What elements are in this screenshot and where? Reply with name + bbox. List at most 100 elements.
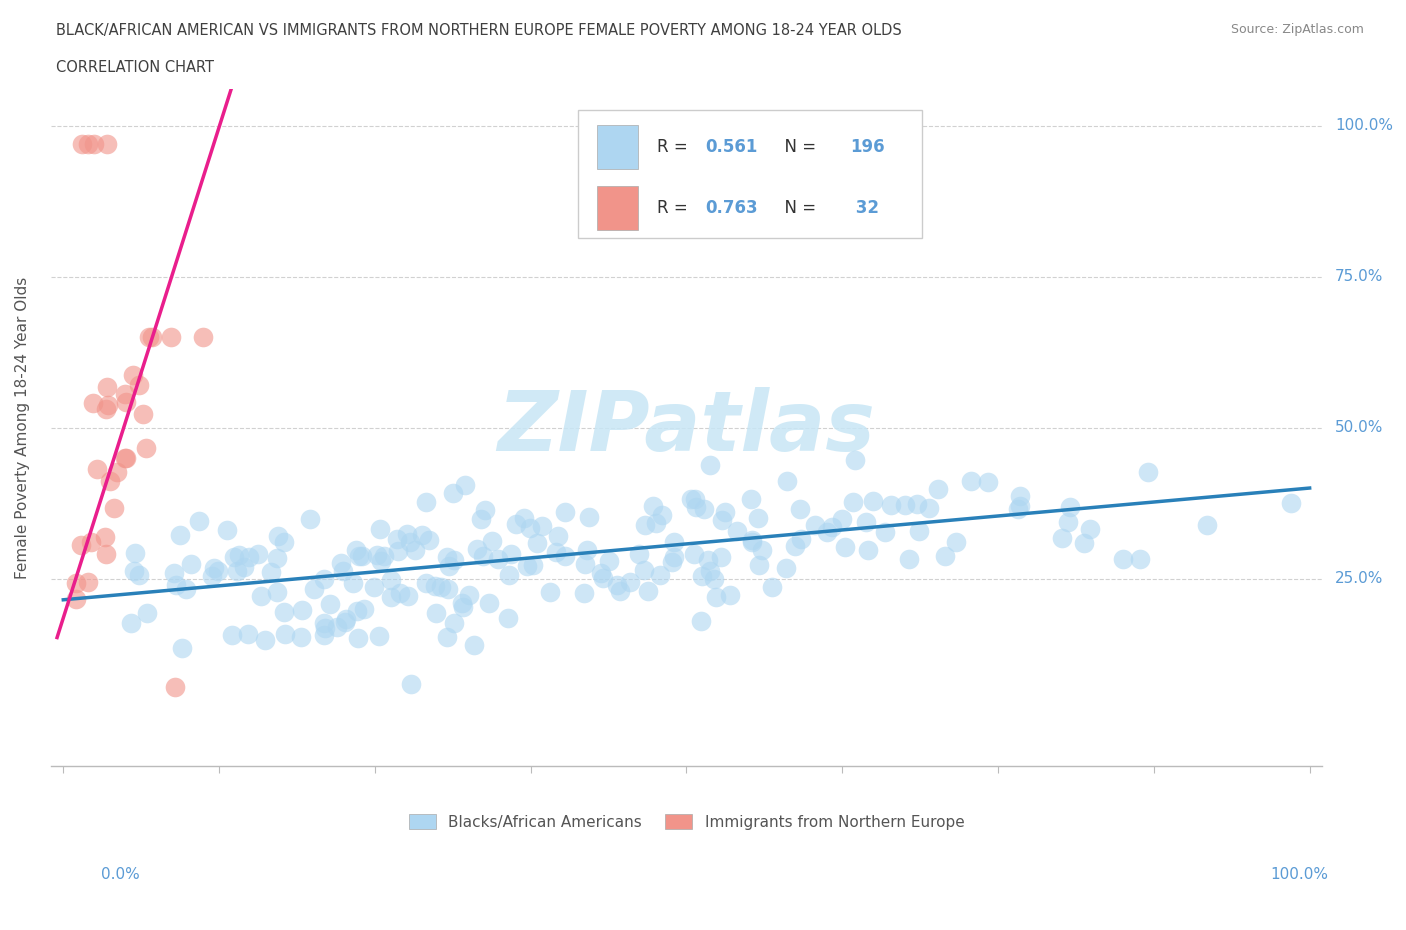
- Point: [319, 596, 342, 611]
- Point: [326, 620, 349, 635]
- Point: [363, 580, 385, 595]
- Point: [226, 564, 249, 578]
- Point: [519, 521, 541, 536]
- Point: [880, 498, 903, 512]
- Point: [513, 511, 536, 525]
- Point: [344, 542, 367, 557]
- Point: [761, 579, 783, 594]
- Point: [547, 528, 569, 543]
- Point: [1052, 531, 1074, 546]
- Point: [619, 575, 641, 590]
- Point: [804, 517, 827, 532]
- Point: [592, 571, 614, 586]
- Point: [249, 589, 271, 604]
- Point: [918, 501, 941, 516]
- Point: [380, 573, 402, 588]
- Point: [696, 552, 718, 567]
- Point: [346, 604, 368, 618]
- Point: [260, 565, 283, 579]
- Point: [451, 599, 474, 614]
- Point: [236, 627, 259, 642]
- Point: [401, 677, 423, 692]
- Point: [575, 542, 598, 557]
- Point: [221, 628, 243, 643]
- Point: [472, 548, 495, 563]
- Point: [299, 512, 322, 526]
- Text: BLACK/AFRICAN AMERICAN VS IMMIGRANTS FROM NORTHERN EUROPE FEMALE POVERTY AMONG 1: BLACK/AFRICAN AMERICAN VS IMMIGRANTS FRO…: [56, 23, 903, 38]
- Point: [135, 440, 157, 455]
- Point: [862, 494, 884, 509]
- Point: [693, 501, 716, 516]
- Point: [747, 511, 769, 525]
- Point: [740, 492, 762, 507]
- Point: [387, 544, 409, 559]
- Point: [180, 557, 202, 572]
- Point: [415, 494, 437, 509]
- Point: [690, 614, 713, 629]
- Point: [454, 478, 477, 493]
- Point: [105, 464, 128, 479]
- Text: 0.0%: 0.0%: [101, 867, 141, 882]
- Point: [114, 394, 136, 409]
- Point: [335, 612, 357, 627]
- Point: [136, 605, 159, 620]
- Point: [664, 549, 686, 564]
- Point: [94, 402, 117, 417]
- Point: [418, 532, 440, 547]
- Point: [122, 367, 145, 382]
- Point: [187, 513, 209, 528]
- Point: [703, 571, 725, 586]
- Point: [97, 397, 120, 412]
- Point: [77, 137, 100, 152]
- Point: [70, 538, 93, 552]
- Point: [718, 588, 741, 603]
- Point: [332, 564, 354, 578]
- Point: [645, 515, 668, 530]
- Text: CORRELATION CHART: CORRELATION CHART: [56, 60, 214, 75]
- Point: [163, 565, 186, 580]
- Point: [815, 525, 838, 539]
- Text: 25.0%: 25.0%: [1334, 571, 1384, 586]
- Point: [367, 628, 389, 643]
- Point: [124, 545, 146, 560]
- Point: [232, 560, 254, 575]
- Point: [927, 481, 949, 496]
- Point: [486, 551, 509, 566]
- Point: [366, 548, 388, 563]
- Point: [201, 569, 224, 584]
- Point: [898, 551, 921, 566]
- Point: [481, 533, 503, 548]
- Point: [711, 512, 734, 527]
- Point: [353, 602, 375, 617]
- Point: [855, 514, 877, 529]
- Point: [385, 531, 408, 546]
- Text: R =: R =: [657, 138, 693, 156]
- Point: [370, 553, 392, 568]
- Point: [741, 535, 763, 550]
- Point: [436, 630, 458, 644]
- Point: [411, 528, 433, 543]
- Point: [224, 550, 246, 565]
- Y-axis label: Female Poverty Among 18-24 Year Olds: Female Poverty Among 18-24 Year Olds: [15, 276, 30, 578]
- Point: [246, 547, 269, 562]
- Point: [516, 558, 538, 573]
- Point: [83, 137, 105, 152]
- Point: [685, 499, 707, 514]
- Point: [651, 508, 673, 523]
- Point: [76, 575, 98, 590]
- Point: [683, 547, 706, 562]
- Point: [725, 524, 748, 538]
- Point: [443, 552, 465, 567]
- Point: [544, 545, 567, 560]
- Text: 100.0%: 100.0%: [1334, 118, 1393, 133]
- Text: 50.0%: 50.0%: [1334, 420, 1384, 435]
- Point: [598, 553, 620, 568]
- Point: [1136, 465, 1159, 480]
- Point: [856, 543, 879, 558]
- Point: [114, 450, 136, 465]
- Point: [80, 534, 103, 549]
- Point: [273, 535, 295, 550]
- Text: N =: N =: [775, 199, 821, 217]
- Point: [274, 627, 297, 642]
- Point: [425, 578, 447, 593]
